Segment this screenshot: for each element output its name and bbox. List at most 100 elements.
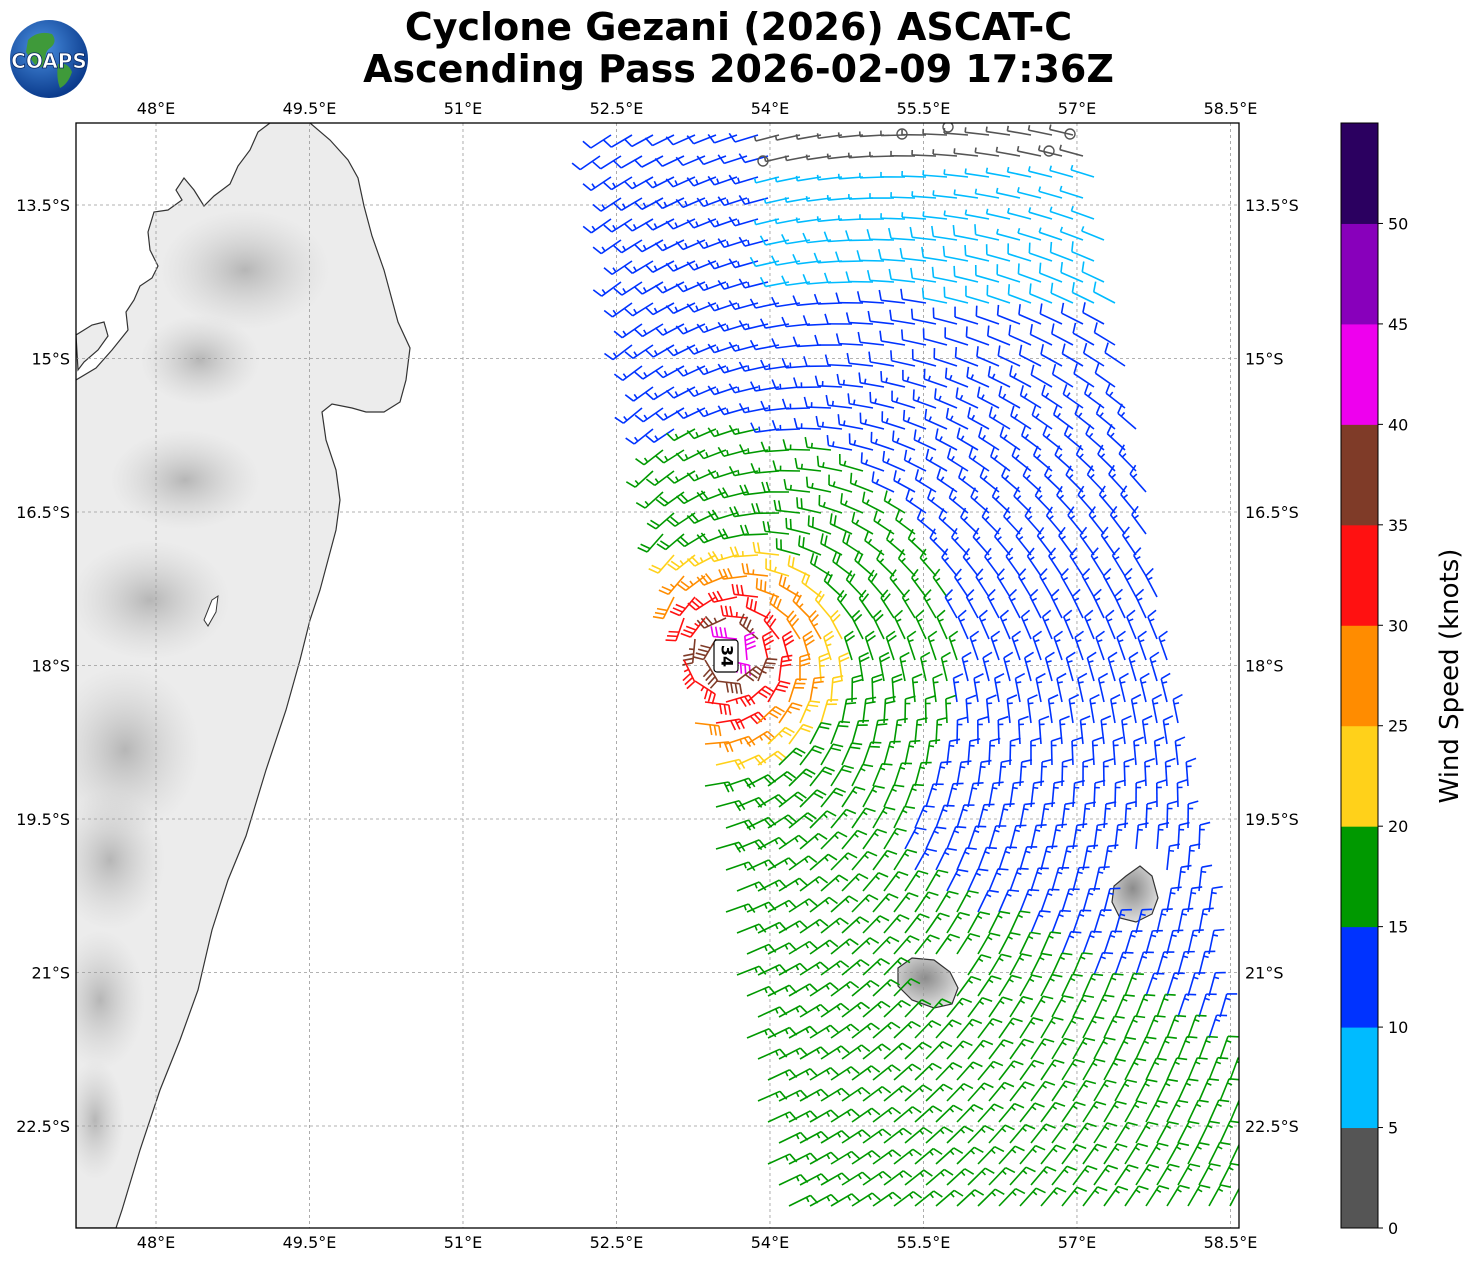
wind-barb — [841, 959, 870, 976]
wind-barb — [767, 857, 797, 871]
wind-barb — [964, 209, 990, 220]
wind-barb — [872, 849, 898, 871]
wind-barb — [964, 168, 990, 178]
wind-barb — [1114, 779, 1126, 808]
wind-barb — [696, 490, 727, 502]
wind-barb — [927, 488, 948, 514]
wind-barb — [977, 846, 997, 871]
wind-barb — [1071, 588, 1084, 619]
wind-barb — [783, 478, 811, 493]
wind-barb — [830, 764, 854, 787]
wind-barb — [1156, 1163, 1180, 1186]
wind-barb — [1145, 1185, 1170, 1207]
wind-barb — [694, 680, 716, 705]
wind-barb — [1139, 672, 1150, 703]
wind-barb — [725, 903, 756, 913]
wind-barb — [613, 323, 643, 339]
wind-barb — [1009, 867, 1029, 892]
wind-barb — [996, 228, 1021, 241]
wind-barb — [1082, 1186, 1108, 1207]
wind-barb — [830, 981, 860, 997]
wind-barb — [830, 852, 858, 871]
lat-tick-label-right: 18°S — [1245, 656, 1284, 675]
wind-barb — [1103, 1143, 1128, 1165]
lon-tick-label-bottom: 48°E — [137, 1233, 175, 1252]
wind-barb — [851, 979, 880, 997]
wind-barb — [707, 590, 738, 603]
wind-barb — [1198, 821, 1211, 850]
wind-barb — [1019, 1187, 1046, 1207]
wind-barb — [809, 1109, 839, 1123]
wind-barb — [1208, 971, 1226, 997]
wind-barb — [786, 610, 801, 640]
wind-barb — [686, 386, 717, 398]
wind-barb — [799, 832, 828, 850]
wind-barb — [868, 351, 895, 367]
wind-barb — [1114, 994, 1135, 1018]
wind-barb — [644, 218, 675, 231]
wind-barb — [935, 847, 957, 871]
wind-barb — [1065, 651, 1076, 682]
wind-barb — [859, 412, 885, 430]
wind-barb — [795, 175, 822, 182]
wind-barb — [788, 855, 818, 871]
wind-barb — [785, 517, 811, 535]
wind-barb — [897, 549, 916, 577]
wind-barb — [1061, 973, 1083, 997]
wind-barb — [763, 611, 780, 640]
wind-barb — [1041, 609, 1053, 640]
wind-barb — [645, 344, 675, 358]
colorbar-tick-label: 40 — [1388, 415, 1408, 434]
wind-barb — [841, 873, 869, 892]
wind-barb — [1040, 1101, 1066, 1123]
wind-barb — [851, 609, 864, 640]
wind-barb — [891, 673, 903, 703]
wind-barb — [717, 528, 748, 540]
wind-barb — [809, 721, 832, 745]
wind-barb — [1124, 972, 1144, 997]
wind-barb — [1208, 1014, 1228, 1039]
wind-barb — [1062, 609, 1074, 640]
wind-barb — [880, 371, 906, 388]
wind-barb — [715, 758, 746, 770]
wind-barb — [1061, 845, 1078, 871]
wind-barb — [666, 512, 696, 527]
wind-barb — [1166, 843, 1180, 871]
wind-barb — [954, 347, 979, 367]
wind-barb — [1072, 823, 1088, 850]
wind-barb — [1198, 907, 1214, 934]
wind-barb — [1032, 630, 1043, 661]
wind-barb — [1040, 802, 1056, 829]
wind-barb — [820, 831, 848, 850]
wind-barb — [646, 512, 675, 530]
wind-barb — [718, 568, 748, 580]
wind-barb — [1024, 506, 1042, 535]
wind-barb — [755, 578, 780, 598]
wind-barb — [914, 1062, 942, 1081]
wind-barb — [883, 914, 910, 934]
lon-tick-label-top: 52.5°E — [590, 99, 644, 118]
wind-barb — [893, 1020, 921, 1039]
madagascar-land — [76, 123, 411, 1228]
wind-barb — [872, 1064, 901, 1081]
wind-barb — [837, 414, 864, 430]
wind-barb — [746, 685, 775, 703]
wind-barb — [900, 288, 927, 304]
wind-barb — [871, 471, 895, 493]
wind-barb — [925, 1041, 953, 1060]
lat-tick-label-left: 22.5°S — [16, 1117, 70, 1136]
wind-barb — [862, 828, 888, 850]
wind-barb — [977, 1188, 1005, 1207]
wind-barb — [988, 910, 1011, 934]
lon-tick-label-top: 55.5°E — [897, 99, 951, 118]
wind-barb — [1019, 1017, 1044, 1039]
wind-barb — [845, 271, 874, 283]
wind-barb — [858, 589, 874, 619]
wind-barb — [1030, 867, 1049, 892]
lat-tick-label-left: 19.5°S — [16, 810, 70, 829]
wind-barb — [1164, 757, 1176, 787]
lat-tick-label-right: 15°S — [1245, 349, 1284, 368]
wind-barb — [872, 1021, 901, 1039]
wind-barb — [965, 588, 979, 619]
wind-barb — [936, 609, 948, 640]
